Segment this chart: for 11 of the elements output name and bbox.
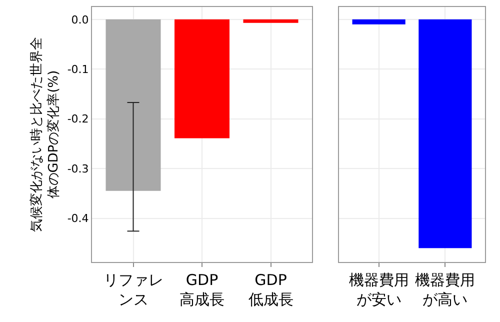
y-tick-label: -0.1 (67, 62, 89, 76)
y-tick-label: -0.4 (67, 212, 89, 226)
x-tick-label: 機器費用が安い (348, 271, 409, 308)
x-tick-label: GDP 高成長 (180, 271, 224, 308)
y-axis-title: 気候変化がない時と比べた世界全体のGDPの変化率(%) (28, 37, 62, 232)
y-tick-label: 0.0 (71, 13, 89, 26)
x-tick-label: 機器費用が高い (415, 271, 476, 308)
x-tick-label: GDP 低成長 (248, 271, 294, 308)
y-tick-label: -0.3 (67, 162, 89, 176)
x-tick-label: リファレンス (103, 271, 164, 308)
y-tick-label: -0.2 (67, 112, 89, 126)
